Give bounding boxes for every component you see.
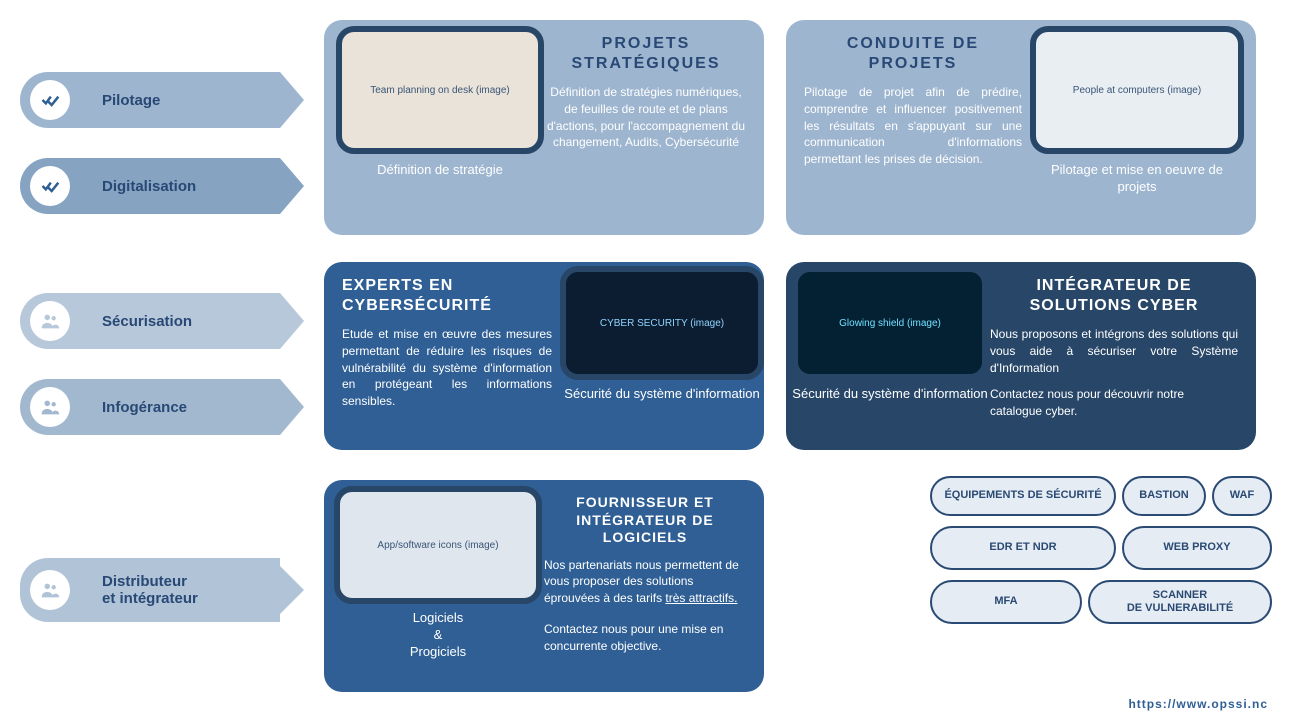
footer-url[interactable]: https://www.opssi.nc — [1128, 697, 1268, 711]
image-placeholder: Team planning on desk (image) — [370, 85, 510, 96]
image-placeholder: App/software icons (image) — [377, 540, 498, 551]
pill-label: EDR ET NDR — [989, 541, 1056, 554]
caption-logiciels: Logiciels & Progiciels — [334, 610, 542, 661]
pill-equipements-securite[interactable]: ÉQUIPEMENTS DE SÉCURITÉ — [930, 476, 1116, 516]
tab-label: Pilotage — [102, 92, 160, 109]
body-text-underline: très attractifs. — [665, 591, 737, 605]
thumb-shield: Glowing shield (image) — [792, 266, 988, 380]
people-icon — [30, 301, 70, 341]
pill-label: BASTION — [1139, 489, 1189, 502]
caption-conduite: Pilotage et mise en oeuvre de projets — [1030, 162, 1244, 196]
thumb-logiciels: App/software icons (image) — [334, 486, 542, 604]
card-body: Définition de stratégies numériques, de … — [546, 84, 746, 151]
thumb-cyber: CYBER SECURITY (image) — [560, 266, 764, 380]
card-body: Etude et mise en œuvre des mesures perme… — [342, 326, 552, 410]
pill-label: SCANNER DE VULNERABILITÉ — [1127, 589, 1233, 615]
tab-securisation[interactable]: Sécurisation — [20, 293, 280, 349]
card-body: Contactez nous pour une mise en concurre… — [544, 621, 746, 655]
card-title: CONDUITE DE PROJETS — [804, 34, 1022, 74]
check-icon — [30, 80, 70, 120]
caption-strategy: Définition de stratégie — [336, 162, 544, 179]
card-body: Contactez nous pour découvrir notre cata… — [990, 386, 1238, 420]
card-body: Nous proposons et intégrons des solution… — [990, 326, 1238, 376]
pill-label: WEB PROXY — [1163, 541, 1230, 554]
caption-shield: Sécurité du système d'information — [792, 386, 988, 403]
tab-digitalisation[interactable]: Digitalisation — [20, 158, 280, 214]
thumb-strategy: Team planning on desk (image) — [336, 26, 544, 154]
pill-label: WAF — [1230, 489, 1254, 502]
tab-pilotage[interactable]: Pilotage — [20, 72, 280, 128]
card-title: FOURNISSEUR ET INTÉGRATEUR DE LOGICIELS — [544, 494, 746, 547]
pill-label: ÉQUIPEMENTS DE SÉCURITÉ — [944, 489, 1101, 502]
caption-cyber: Sécurité du système d'information — [560, 386, 764, 403]
check-icon — [30, 166, 70, 206]
people-icon — [30, 387, 70, 427]
card-body: Nos partenariats nous permettent de vous… — [544, 557, 746, 607]
tab-label: Digitalisation — [102, 178, 196, 195]
image-placeholder: People at computers (image) — [1073, 85, 1201, 96]
pill-mfa[interactable]: MFA — [930, 580, 1082, 624]
card-title: PROJETS STRATÉGIQUES — [546, 34, 746, 74]
tab-label: Sécurisation — [102, 313, 192, 330]
people-icon — [30, 570, 70, 610]
tab-infogerance[interactable]: Infogérance — [20, 379, 280, 435]
card-title: INTÉGRATEUR DE SOLUTIONS CYBER — [990, 276, 1238, 316]
pill-label: MFA — [994, 595, 1017, 608]
tab-distributeur[interactable]: Distributeur et intégrateur — [20, 558, 280, 622]
pill-bastion[interactable]: BASTION — [1122, 476, 1206, 516]
pill-waf[interactable]: WAF — [1212, 476, 1272, 516]
card-title: EXPERTS EN CYBERSÉCURITÉ — [342, 276, 552, 316]
pill-web-proxy[interactable]: WEB PROXY — [1122, 526, 1272, 570]
thumb-conduite: People at computers (image) — [1030, 26, 1244, 154]
tab-label: Infogérance — [102, 399, 187, 416]
pill-edr-ndr[interactable]: EDR ET NDR — [930, 526, 1116, 570]
card-body: Pilotage de projet afin de prédire, comp… — [804, 84, 1022, 168]
tab-label: Distributeur et intégrateur — [102, 573, 198, 607]
image-placeholder: CYBER SECURITY (image) — [600, 318, 724, 329]
image-placeholder: Glowing shield (image) — [839, 318, 941, 329]
pill-scanner-vuln[interactable]: SCANNER DE VULNERABILITÉ — [1088, 580, 1272, 624]
